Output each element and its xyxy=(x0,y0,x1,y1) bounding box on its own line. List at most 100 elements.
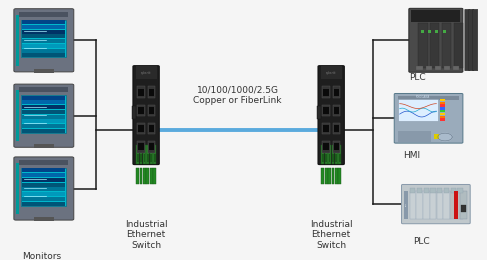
Bar xyxy=(323,89,329,96)
Bar xyxy=(143,168,146,184)
Bar xyxy=(332,145,334,164)
Bar xyxy=(22,115,65,119)
Bar xyxy=(434,134,439,139)
Bar xyxy=(153,168,156,184)
Bar xyxy=(417,187,422,193)
FancyBboxPatch shape xyxy=(14,157,74,220)
FancyBboxPatch shape xyxy=(409,8,463,72)
Bar xyxy=(454,191,458,219)
Bar xyxy=(421,30,424,33)
Bar xyxy=(332,168,334,184)
Bar xyxy=(150,154,152,162)
Bar xyxy=(148,123,155,134)
Bar xyxy=(416,191,423,219)
Bar xyxy=(148,105,155,116)
Bar xyxy=(436,191,443,219)
Bar xyxy=(22,25,65,29)
Bar xyxy=(22,105,65,109)
Bar xyxy=(457,191,463,219)
Bar xyxy=(22,124,65,128)
Bar xyxy=(435,66,441,70)
Bar xyxy=(22,30,65,34)
Bar xyxy=(19,160,69,165)
Bar xyxy=(398,96,459,100)
Bar xyxy=(22,44,65,48)
Bar xyxy=(338,168,341,184)
FancyBboxPatch shape xyxy=(14,84,74,147)
Text: PLC: PLC xyxy=(413,237,430,246)
Bar xyxy=(329,154,331,162)
Bar xyxy=(22,197,65,201)
Bar xyxy=(320,67,342,79)
Bar xyxy=(22,119,65,123)
Bar xyxy=(34,144,54,148)
Bar xyxy=(428,30,431,33)
FancyBboxPatch shape xyxy=(14,9,74,72)
Bar xyxy=(334,89,339,96)
Bar xyxy=(317,106,320,119)
Bar xyxy=(322,141,330,153)
Bar xyxy=(335,145,337,164)
Bar xyxy=(138,125,144,132)
Bar xyxy=(322,86,330,98)
Bar xyxy=(321,145,324,164)
Bar xyxy=(21,20,66,57)
Text: Industrial
Ethernet
Switch: Industrial Ethernet Switch xyxy=(310,220,353,250)
Bar xyxy=(19,87,69,93)
Bar xyxy=(138,89,144,96)
FancyBboxPatch shape xyxy=(133,66,159,165)
Bar xyxy=(440,99,445,101)
Bar xyxy=(457,187,463,193)
Bar xyxy=(22,129,65,133)
Bar xyxy=(22,202,65,206)
Text: cyberté: cyberté xyxy=(141,70,151,75)
Bar xyxy=(454,23,463,68)
Bar xyxy=(323,125,329,132)
Bar xyxy=(136,145,139,164)
Bar xyxy=(444,66,450,70)
Bar xyxy=(444,187,449,193)
Bar xyxy=(440,105,445,107)
Bar xyxy=(149,107,154,114)
Bar xyxy=(34,69,54,73)
Bar xyxy=(22,110,65,114)
Bar xyxy=(338,145,341,164)
Bar xyxy=(398,99,438,121)
Bar xyxy=(140,154,142,162)
Bar xyxy=(450,187,456,193)
Bar xyxy=(442,23,451,68)
Bar xyxy=(22,96,65,100)
Bar xyxy=(325,145,328,164)
Bar xyxy=(335,168,337,184)
Text: PLC: PLC xyxy=(406,202,407,206)
Bar xyxy=(325,154,327,162)
Bar xyxy=(153,145,156,164)
Bar xyxy=(411,10,461,22)
Bar xyxy=(440,113,445,115)
Bar xyxy=(334,107,339,114)
Bar xyxy=(137,123,145,134)
Bar xyxy=(132,106,135,119)
Bar xyxy=(332,154,334,162)
FancyBboxPatch shape xyxy=(401,185,470,224)
Bar xyxy=(16,15,19,66)
Bar xyxy=(34,217,54,221)
Bar xyxy=(149,144,154,150)
Bar xyxy=(143,145,146,164)
Bar xyxy=(435,30,438,33)
Bar xyxy=(440,107,445,110)
Text: YOKOGAWA: YOKOGAWA xyxy=(415,95,429,99)
Bar xyxy=(22,39,65,43)
Bar xyxy=(21,168,66,206)
Bar xyxy=(322,105,330,116)
Bar xyxy=(328,168,331,184)
Bar xyxy=(410,187,415,193)
Bar xyxy=(424,187,429,193)
Bar xyxy=(440,102,445,104)
Text: 10/100/1000/2.5G
Copper or FiberLink: 10/100/1000/2.5G Copper or FiberLink xyxy=(193,86,282,105)
Text: cyberté: cyberté xyxy=(326,70,337,75)
Bar xyxy=(443,30,446,33)
Bar xyxy=(22,53,65,57)
Bar xyxy=(22,34,65,38)
Bar xyxy=(322,123,330,134)
